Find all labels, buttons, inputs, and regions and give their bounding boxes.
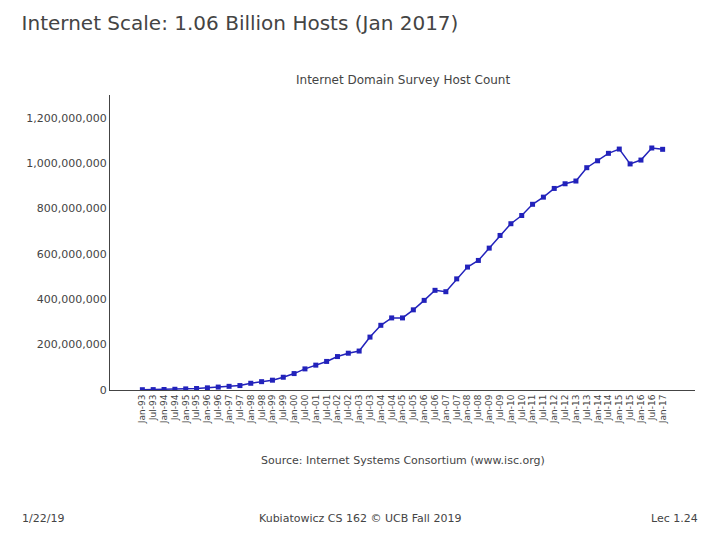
- svg-text:Jan-94: Jan-94: [159, 394, 169, 424]
- svg-text:Jan-09: Jan-09: [484, 394, 494, 424]
- svg-text:800,000,000: 800,000,000: [37, 202, 107, 215]
- svg-text:Jan-95: Jan-95: [181, 395, 191, 425]
- svg-text:Jul-93: Jul-93: [148, 395, 158, 422]
- svg-text:Jul-97: Jul-97: [235, 395, 245, 422]
- svg-text:Jul-08: Jul-08: [473, 394, 483, 421]
- svg-text:Jan-15: Jan-15: [614, 395, 624, 425]
- svg-text:Jan-01: Jan-01: [311, 395, 321, 425]
- svg-text:Jul-99: Jul-99: [278, 394, 288, 421]
- svg-text:Jan-98: Jan-98: [246, 394, 256, 424]
- svg-text:Jul-05: Jul-05: [408, 395, 418, 422]
- svg-text:Jan-93: Jan-93: [137, 395, 147, 425]
- svg-text:Jan-17: Jan-17: [658, 395, 668, 425]
- svg-text:Jan-05: Jan-05: [397, 395, 407, 425]
- svg-text:Jul-06: Jul-06: [430, 394, 440, 421]
- svg-text:Jul-16: Jul-16: [647, 394, 657, 421]
- svg-text:Jan-11: Jan-11: [527, 395, 537, 425]
- svg-text:Jul-00: Jul-00: [300, 394, 310, 421]
- svg-text:Jan-97: Jan-97: [224, 395, 234, 425]
- svg-text:Jul-15: Jul-15: [625, 395, 635, 422]
- svg-text:0: 0: [100, 384, 107, 397]
- svg-text:Jan-10: Jan-10: [506, 394, 516, 424]
- svg-text:Jan-12: Jan-12: [549, 395, 559, 425]
- svg-text:Internet Domain Survey Host Co: Internet Domain Survey Host Count: [296, 73, 510, 87]
- svg-text:Jan-99: Jan-99: [267, 394, 277, 424]
- svg-text:Internet Scale: 1.06 Billion H: Internet Scale: 1.06 Billion Hosts (Jan …: [22, 11, 459, 35]
- svg-text:Lec 1.24: Lec 1.24: [651, 512, 698, 525]
- svg-text:600,000,000: 600,000,000: [37, 248, 107, 261]
- svg-text:Jul-12: Jul-12: [560, 395, 570, 422]
- svg-text:1,200,000,000: 1,200,000,000: [26, 112, 106, 125]
- svg-text:Jul-10: Jul-10: [517, 394, 527, 421]
- svg-text:Jul-98: Jul-98: [257, 394, 267, 421]
- svg-text:400,000,000: 400,000,000: [37, 293, 107, 306]
- svg-text:Jul-07: Jul-07: [452, 395, 462, 422]
- svg-text:1,000,000,000: 1,000,000,000: [26, 157, 106, 170]
- svg-text:Jan-03: Jan-03: [354, 395, 364, 425]
- svg-text:Jan-16: Jan-16: [636, 394, 646, 424]
- svg-text:Jul-01: Jul-01: [322, 395, 332, 422]
- svg-text:Jul-96: Jul-96: [213, 394, 223, 421]
- svg-text:200,000,000: 200,000,000: [37, 338, 107, 351]
- svg-text:Jul-04: Jul-04: [387, 394, 397, 421]
- svg-text:Jul-11: Jul-11: [538, 395, 548, 422]
- svg-text:Jul-02: Jul-02: [343, 395, 353, 422]
- svg-text:Jul-14: Jul-14: [603, 394, 613, 421]
- svg-text:Jan-04: Jan-04: [376, 394, 386, 424]
- svg-text:Jan-14: Jan-14: [593, 394, 603, 424]
- svg-text:Jul-09: Jul-09: [495, 394, 505, 421]
- svg-text:Source: Internet Systems Conso: Source: Internet Systems Consortium (www…: [261, 454, 545, 467]
- svg-text:Jan-07: Jan-07: [441, 395, 451, 425]
- svg-text:Jul-95: Jul-95: [191, 395, 201, 422]
- svg-text:Jan-00: Jan-00: [289, 394, 299, 424]
- svg-text:Jul-13: Jul-13: [582, 395, 592, 422]
- svg-text:Jan-02: Jan-02: [332, 395, 342, 425]
- svg-text:Jul-03: Jul-03: [365, 395, 375, 422]
- svg-text:Jan-96: Jan-96: [202, 394, 212, 424]
- svg-text:Jul-94: Jul-94: [170, 394, 180, 421]
- svg-text:Jan-08: Jan-08: [462, 394, 472, 424]
- svg-text:Jan-13: Jan-13: [571, 395, 581, 425]
- svg-text:1/22/19: 1/22/19: [22, 512, 64, 525]
- svg-text:Kubiatowicz CS 162 © UCB Fall: Kubiatowicz CS 162 © UCB Fall 2019: [259, 512, 461, 525]
- svg-text:Jan-06: Jan-06: [419, 394, 429, 424]
